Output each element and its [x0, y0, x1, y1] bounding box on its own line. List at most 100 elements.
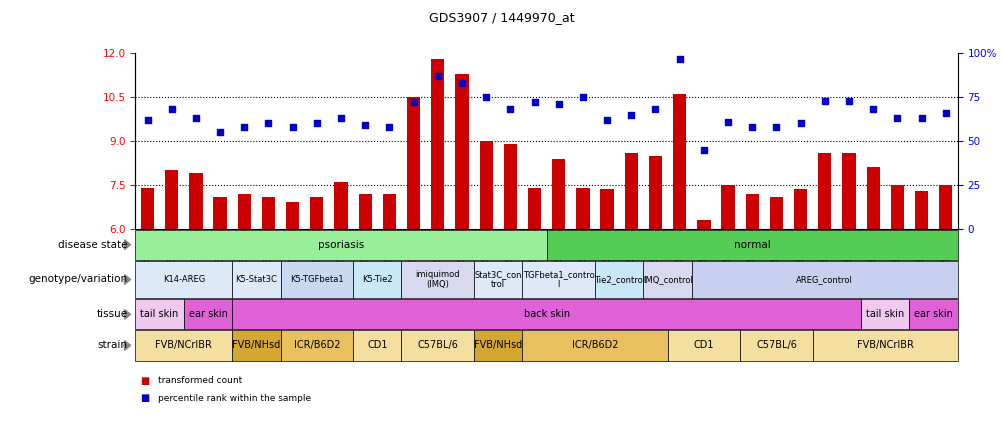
Bar	[551, 159, 565, 229]
Bar	[769, 197, 783, 229]
Point	[187, 115, 203, 122]
Bar	[648, 155, 661, 229]
Point	[913, 115, 929, 122]
Text: FVB/NCrIBR: FVB/NCrIBR	[856, 341, 913, 350]
Text: imiquimod
(IMQ): imiquimod (IMQ)	[415, 270, 460, 289]
Bar	[135, 230, 546, 260]
Text: normal: normal	[733, 240, 770, 250]
Point	[768, 123, 784, 131]
Text: TGFbeta1_contro
l: TGFbeta1_contro l	[522, 270, 594, 289]
Bar	[237, 194, 250, 229]
Bar	[135, 330, 231, 361]
Point	[285, 123, 301, 131]
Bar	[503, 144, 516, 229]
Bar	[909, 299, 957, 329]
Point	[163, 106, 179, 113]
Text: ■: ■	[140, 376, 149, 385]
Bar	[866, 167, 879, 229]
Bar	[165, 170, 178, 229]
Bar	[140, 188, 154, 229]
Bar	[353, 261, 401, 298]
Bar	[455, 74, 468, 229]
Bar	[739, 330, 812, 361]
Text: K14-AREG: K14-AREG	[162, 275, 204, 284]
Text: transformed count: transformed count	[158, 376, 242, 385]
Bar	[231, 330, 281, 361]
Bar	[135, 261, 231, 298]
Text: ear skin: ear skin	[914, 309, 952, 319]
Bar	[183, 299, 231, 329]
Bar	[890, 185, 903, 229]
Bar	[431, 59, 444, 229]
Point	[647, 106, 663, 113]
Text: FVB/NHsd: FVB/NHsd	[474, 341, 522, 350]
Point	[743, 123, 760, 131]
Text: CD1: CD1	[693, 341, 713, 350]
Point	[622, 111, 638, 118]
Bar	[522, 261, 594, 298]
Point	[211, 129, 227, 136]
Text: GDS3907 / 1449970_at: GDS3907 / 1449970_at	[428, 11, 574, 24]
Bar	[281, 261, 353, 298]
Bar	[938, 185, 952, 229]
Bar	[842, 153, 855, 229]
Bar	[600, 189, 613, 229]
Bar	[286, 202, 299, 229]
Bar	[522, 330, 667, 361]
Text: strain: strain	[97, 341, 127, 350]
Bar	[667, 330, 739, 361]
Bar	[696, 220, 709, 229]
Bar	[642, 261, 691, 298]
Text: C57BL/6: C57BL/6	[417, 341, 458, 350]
Bar	[334, 182, 348, 229]
Text: back skin: back skin	[523, 309, 569, 319]
Text: percentile rank within the sample: percentile rank within the sample	[158, 394, 312, 403]
Bar	[861, 299, 909, 329]
Bar	[310, 197, 324, 229]
Bar	[135, 299, 183, 329]
Bar	[914, 190, 927, 229]
Text: Tie2_control: Tie2_control	[593, 275, 644, 284]
Point	[889, 115, 905, 122]
Bar	[691, 261, 957, 298]
Bar	[479, 141, 492, 229]
Point	[502, 106, 518, 113]
Point	[139, 116, 155, 123]
Bar	[744, 194, 759, 229]
Bar	[353, 330, 401, 361]
Text: IMQ_control: IMQ_control	[642, 275, 691, 284]
Text: genotype/variation: genotype/variation	[28, 274, 127, 285]
Bar	[231, 261, 281, 298]
Bar	[383, 194, 396, 229]
Point	[695, 146, 711, 153]
Point	[526, 99, 542, 106]
Bar	[546, 230, 957, 260]
Bar	[812, 330, 957, 361]
Bar	[720, 185, 734, 229]
Bar	[189, 173, 202, 229]
Text: FVB/NCrIBR: FVB/NCrIBR	[155, 341, 212, 350]
Bar	[474, 261, 522, 298]
Text: disease state: disease state	[58, 240, 127, 250]
Text: CD1: CD1	[367, 341, 387, 350]
Text: K5-Stat3C: K5-Stat3C	[235, 275, 277, 284]
Point	[574, 94, 590, 101]
Text: tissue: tissue	[96, 309, 127, 319]
Text: C57BL/6: C57BL/6	[756, 341, 796, 350]
Text: FVB/NHsd: FVB/NHsd	[232, 341, 281, 350]
Bar	[231, 299, 861, 329]
Bar	[794, 189, 807, 229]
Point	[550, 101, 566, 108]
Bar	[594, 261, 642, 298]
Bar	[281, 330, 353, 361]
Bar	[474, 330, 522, 361]
Point	[816, 97, 832, 104]
Bar	[576, 188, 589, 229]
Text: ■: ■	[140, 393, 149, 403]
Text: tail skin: tail skin	[866, 309, 904, 319]
Bar	[401, 330, 474, 361]
Point	[671, 55, 687, 62]
Point	[792, 120, 808, 127]
Bar	[262, 197, 275, 229]
Bar	[818, 153, 831, 229]
